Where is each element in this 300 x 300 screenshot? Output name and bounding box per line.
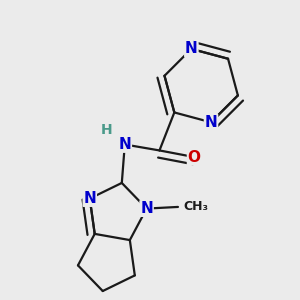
Text: H: H <box>101 123 112 136</box>
Text: N: N <box>205 115 218 130</box>
Text: N: N <box>140 201 153 216</box>
Text: CH₃: CH₃ <box>183 200 208 213</box>
Text: N: N <box>118 137 131 152</box>
Text: O: O <box>188 149 201 164</box>
Text: N: N <box>83 191 96 206</box>
Text: N: N <box>185 41 198 56</box>
